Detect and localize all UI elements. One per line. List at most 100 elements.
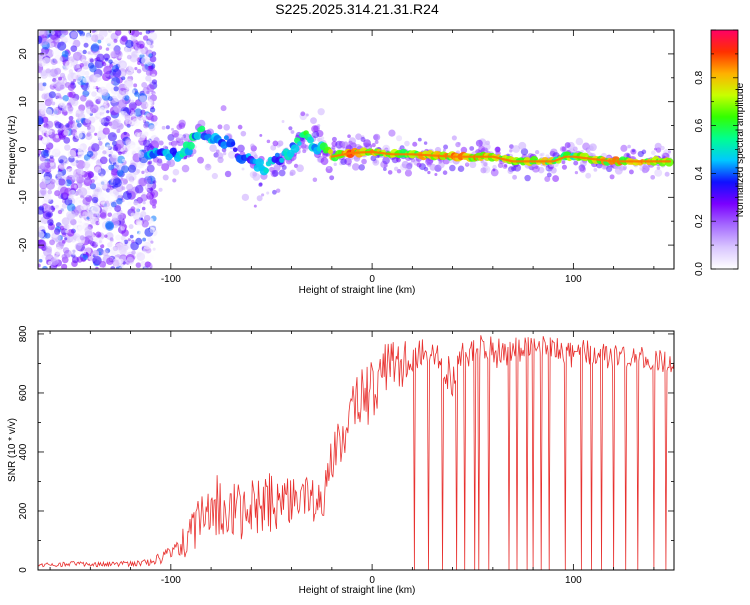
noise-speck xyxy=(80,215,89,224)
noise-speck xyxy=(38,103,47,111)
halo-speck xyxy=(300,143,307,149)
noise-speck xyxy=(152,247,156,251)
noise-speck xyxy=(121,208,127,214)
halo-speck xyxy=(281,165,287,170)
halo-speck xyxy=(396,135,403,142)
noise-speck xyxy=(74,80,81,87)
noise-speck xyxy=(64,82,71,88)
halo-speck xyxy=(465,162,469,166)
colorbar-tick-label: 0.4 xyxy=(694,166,705,180)
noise-speck xyxy=(38,30,45,36)
noise-speck xyxy=(149,107,156,113)
halo-speck xyxy=(423,141,428,145)
noise-speck xyxy=(53,228,61,235)
halo-speck xyxy=(561,146,567,152)
noise-speck xyxy=(84,226,93,235)
noise-speck xyxy=(133,83,138,88)
halo-speck xyxy=(544,176,551,183)
halo-speck xyxy=(240,130,247,137)
noise-speck xyxy=(53,30,63,37)
noise-speck xyxy=(75,109,84,118)
halo-speck xyxy=(383,167,387,172)
noise-speck xyxy=(138,228,144,234)
noise-speck xyxy=(149,55,157,63)
halo-speck xyxy=(524,174,531,182)
noise-speck xyxy=(90,43,100,52)
colorbar-gradient xyxy=(710,29,739,270)
noise-speck xyxy=(127,201,132,206)
noise-speck xyxy=(89,104,99,114)
x-tick-label: 100 xyxy=(565,575,582,586)
noise-speck xyxy=(140,194,148,202)
x-tick-label: -100 xyxy=(161,274,181,285)
ridge-blob xyxy=(193,131,202,140)
noise-speck xyxy=(67,213,75,221)
noise-speck xyxy=(80,203,87,211)
noise-speck xyxy=(136,193,141,197)
halo-speck xyxy=(289,172,294,177)
halo-speck xyxy=(545,167,549,171)
noise-speck xyxy=(135,219,143,227)
noise-speck xyxy=(41,37,49,45)
noise-speck xyxy=(63,129,70,136)
halo-speck xyxy=(158,140,164,146)
noise-speck xyxy=(151,73,156,78)
noise-speck xyxy=(117,214,123,220)
halo-speck xyxy=(228,150,236,159)
noise-speck xyxy=(74,156,79,161)
halo-speck xyxy=(492,168,496,172)
halo-speck xyxy=(641,149,647,155)
halo-speck xyxy=(158,187,163,192)
noise-speck xyxy=(127,66,131,71)
noise-speck xyxy=(130,241,139,251)
noise-speck xyxy=(59,84,65,90)
noise-speck xyxy=(120,226,126,231)
noise-speck xyxy=(129,88,136,95)
x-tick-label: 100 xyxy=(565,274,582,285)
noise-speck xyxy=(145,75,152,82)
halo-speck xyxy=(574,171,579,175)
noise-speck xyxy=(121,165,129,174)
noise-speck xyxy=(118,151,122,156)
halo-speck xyxy=(443,144,449,150)
spectrogram-y-axis-label: Frequency (Hz) xyxy=(7,116,18,185)
halo-speck xyxy=(252,171,258,177)
noise-speck xyxy=(77,144,84,152)
halo-speck xyxy=(412,141,418,147)
halo-speck xyxy=(606,165,613,173)
halo-speck xyxy=(396,168,402,174)
noise-speck xyxy=(82,250,87,254)
noise-speck xyxy=(82,77,89,84)
noise-speck xyxy=(151,51,157,57)
noise-speck xyxy=(42,82,47,87)
noise-speck xyxy=(145,255,152,261)
noise-speck xyxy=(74,242,82,251)
noise-speck xyxy=(61,239,66,244)
halo-speck xyxy=(224,170,232,178)
noise-speck xyxy=(131,239,135,244)
halo-speck xyxy=(361,158,367,165)
noise-speck xyxy=(58,178,66,186)
halo-speck xyxy=(512,174,518,180)
halo-speck xyxy=(241,167,245,171)
halo-speck xyxy=(449,164,456,172)
halo-speck xyxy=(221,147,227,153)
noise-speck xyxy=(66,229,75,237)
noise-speck xyxy=(39,187,47,195)
noise-speck xyxy=(68,119,74,125)
noise-speck xyxy=(126,54,132,60)
y-tick-label: 200 xyxy=(18,502,29,519)
halo-speck xyxy=(331,136,337,142)
noise-speck xyxy=(95,266,99,269)
noise-speck xyxy=(82,254,89,260)
halo-speck xyxy=(317,124,321,128)
noise-speck xyxy=(121,229,129,237)
noise-speck xyxy=(54,121,62,129)
halo-speck xyxy=(660,145,665,151)
halo-speck xyxy=(259,182,263,186)
ridge-blob xyxy=(232,147,238,153)
noise-speck xyxy=(139,95,147,103)
y-tick-label: 600 xyxy=(18,384,29,401)
